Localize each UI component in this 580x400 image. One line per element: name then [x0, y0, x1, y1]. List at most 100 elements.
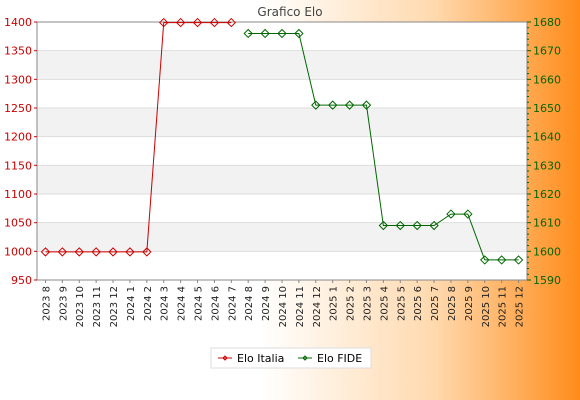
x-tick-label: 2025 12: [515, 286, 526, 327]
data-point: [91, 247, 101, 257]
left-tick-label: 1400: [4, 16, 32, 29]
legend-swatch-marker: [222, 355, 228, 361]
data-point: [344, 100, 355, 110]
plot-band: [37, 108, 527, 137]
data-point: [395, 220, 405, 231]
x-tick-label: 2023 11: [92, 286, 103, 327]
data-point: [513, 255, 524, 265]
legend-swatch-marker: [302, 355, 308, 361]
plot-band: [37, 50, 527, 80]
right-tick-label: 1640: [533, 131, 561, 144]
right-tick-label: 1600: [533, 245, 561, 258]
x-tick-label: 2024 9: [261, 286, 272, 321]
data-point: [209, 17, 220, 28]
plot-band: [37, 194, 527, 223]
x-tick-label: 2025 4: [379, 286, 390, 321]
plot-band: [37, 79, 527, 108]
x-tick-label: 2023 10: [75, 286, 86, 327]
x-tick-label: 2024 1: [126, 286, 137, 321]
data-point: [159, 17, 169, 28]
data-point: [175, 17, 186, 28]
data-point: [463, 209, 473, 219]
x-tick-label: 2025 8: [447, 286, 458, 321]
x-tick-label: 2025 9: [464, 286, 475, 321]
data-point: [480, 255, 490, 265]
right-tick-label: 1620: [533, 188, 561, 201]
x-tick-label: 2023 8: [41, 286, 52, 321]
x-tick-label: 2025 1: [329, 286, 340, 321]
data-point: [311, 100, 321, 110]
right-tick-label: 1650: [533, 102, 561, 115]
left-tick-label: 1300: [4, 73, 32, 86]
data-point: [277, 28, 287, 39]
data-point: [429, 220, 439, 231]
right-tick-label: 1590: [533, 274, 561, 287]
x-tick-label: 2025 2: [346, 286, 357, 321]
legend: Elo Italia Elo FIDE: [210, 347, 372, 369]
plot-band: [37, 222, 527, 252]
data-point: [192, 17, 203, 28]
legend-label: Elo FIDE: [317, 352, 362, 365]
x-tick-label: 2025 3: [362, 286, 373, 321]
data-point: [125, 247, 135, 257]
data-point: [226, 17, 237, 28]
left-axis: 950 1000 1050 1100 1150 1200 1250 1300 1350 1400: [4, 16, 37, 287]
plot-band: [37, 165, 527, 194]
x-tick-label: 2024 6: [210, 286, 221, 321]
data-point: [57, 247, 68, 257]
x-tick-label: 2025 5: [396, 286, 407, 321]
plot-band: [37, 251, 527, 280]
x-tick-label: 2025 10: [481, 286, 492, 327]
data-point: [74, 247, 84, 257]
x-tick-label: 2025 7: [430, 286, 441, 321]
data-point: [446, 209, 456, 219]
plot-band: [37, 22, 527, 51]
right-tick-label: 1680: [533, 16, 561, 29]
data-point: [378, 220, 389, 231]
data-point: [361, 100, 372, 110]
x-tick-label: 2023 12: [109, 286, 120, 327]
left-tick-label: 1350: [4, 45, 32, 58]
data-point: [294, 28, 304, 39]
x-tick-label: 2024 5: [194, 286, 205, 321]
right-tick-label: 1630: [533, 159, 561, 172]
left-tick-label: 1150: [4, 159, 32, 172]
x-tick-label: 2024 10: [278, 286, 289, 327]
right-tick-label: 1610: [533, 217, 561, 230]
x-tick-label: 2023 9: [58, 286, 69, 321]
right-tick-label: 1660: [533, 73, 561, 86]
legend-box: [210, 347, 372, 369]
legend-label: Elo Italia: [237, 352, 284, 365]
data-point: [260, 28, 270, 39]
x-tick-label: 2024 2: [143, 286, 154, 321]
x-tick-label: 2024 12: [312, 286, 323, 327]
x-tick-label: 2024 8: [244, 286, 255, 321]
left-tick-label: 1050: [4, 217, 32, 230]
chart-title: Grafico Elo: [257, 5, 322, 19]
x-tick-label: 2024 4: [177, 286, 188, 321]
x-tick-label: 2024 3: [160, 286, 171, 321]
data-point: [108, 247, 118, 257]
data-point: [40, 247, 51, 257]
series-line: [248, 32, 519, 261]
left-tick-label: 1100: [4, 188, 32, 201]
data-point: [243, 28, 253, 39]
left-tick-label: 950: [11, 274, 32, 287]
series-line: [45, 22, 232, 253]
right-axis: 1590 1600 1610 1620 1630 1640 1650 1660 1670 1680: [527, 16, 561, 287]
x-tick-label: 2024 7: [227, 286, 238, 321]
x-tick-label: 2025 6: [413, 286, 424, 321]
x-tick-label: 2024 11: [295, 286, 306, 327]
right-tick-label: 1670: [533, 45, 561, 58]
data-point: [412, 220, 422, 231]
series-layer: [40, 17, 524, 265]
plot-bands: [37, 22, 527, 280]
data-point: [327, 100, 338, 110]
series-elo-fide: [243, 28, 524, 265]
x-tick-label: 2025 11: [498, 286, 509, 327]
left-tick-label: 1250: [4, 102, 32, 115]
plot-band: [37, 136, 527, 166]
